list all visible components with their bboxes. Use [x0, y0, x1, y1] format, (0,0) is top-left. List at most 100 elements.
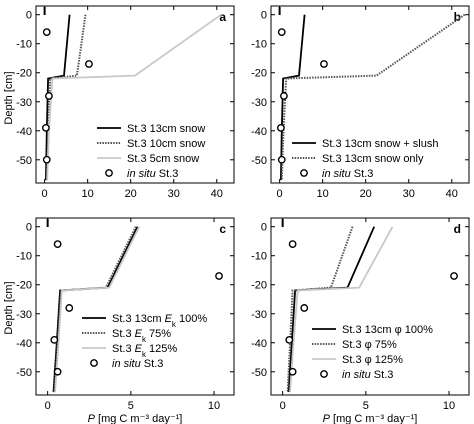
legend: St.3 13cm Ek 100%St.3 Ek 75%St.3 Ek 125%… — [82, 313, 207, 370]
y-tick-label: -40 — [251, 126, 267, 138]
panel-tag: b — [454, 10, 461, 24]
x-tick-label: 10 — [317, 188, 329, 200]
y-tick-label: -10 — [16, 251, 32, 263]
insitu-point — [45, 92, 53, 100]
x-tick-label: 0 — [42, 188, 48, 200]
y-tick-label: -20 — [16, 68, 32, 80]
legend: St.3 13cm snow St.3 10cm snow St.3 5cm sno… — [97, 123, 205, 180]
legend-marker — [300, 169, 308, 177]
panel-d: 0 -10 -20 -30 -40 -50 0 5 10 d P [mg C m⁻³ day⁻¹] S… — [251, 217, 470, 424]
x-tick-label: 30 — [168, 188, 180, 200]
x-tick-label: 5 — [128, 400, 134, 412]
y-tick-label: 0 — [261, 222, 267, 234]
insitu-point — [42, 123, 50, 132]
x-tick-label: 40 — [211, 188, 223, 200]
insitu-point — [285, 335, 294, 344]
y-axis-label-bottom: Depth [cm] — [3, 281, 15, 334]
series-line — [280, 13, 466, 181]
series-line — [46, 13, 222, 181]
insitu-point — [450, 272, 458, 280]
insitu-point — [42, 155, 51, 164]
insitu-point — [50, 335, 59, 344]
series-line — [286, 226, 354, 393]
x-tick-label: 10 — [208, 400, 220, 412]
legend-label: in situ St.3 — [342, 369, 393, 381]
legend-label: St.3 13cm snow only — [322, 153, 424, 165]
y-tick-label: -40 — [16, 338, 32, 350]
legend-label: St.3 10cm snow — [127, 138, 205, 150]
y-tick-label: -30 — [251, 309, 267, 321]
plot-frame — [35, 217, 235, 396]
series-line — [280, 14, 306, 181]
y-tick-label: -30 — [251, 97, 267, 109]
insitu-point — [320, 60, 328, 68]
insitu-point — [53, 240, 62, 249]
insitu-point — [85, 60, 93, 68]
insitu-point — [276, 123, 285, 132]
legend-label: St.3 13cm snow + slush — [322, 138, 438, 150]
legend-label: in situ St.3 — [127, 168, 178, 180]
panel-a: 0 -10 -20 -30 -40 -50 0 10 20 30 40 a St.3 13cm snow… — [16, 5, 235, 200]
legend-label: St.3 Ek 75% — [112, 328, 171, 344]
x-tick-label: 30 — [403, 188, 415, 200]
x-tick-label: 10 — [82, 188, 94, 200]
insitu-point — [215, 272, 223, 280]
legend-label: St.3 13cm snow — [127, 123, 205, 135]
x-tick-label: 0 — [277, 188, 283, 200]
legend-marker — [105, 169, 113, 177]
y-tick-label: -20 — [251, 68, 267, 80]
insitu-point — [42, 28, 51, 37]
y-tick-label: -50 — [251, 367, 267, 379]
panel-c: 0 -10 -20 -30 -40 -50 0 5 10 c P [mg C m⁻³ day⁻¹] S… — [16, 217, 235, 424]
legend-label: St.3 φ 75% — [342, 339, 397, 351]
y-tick-label: 0 — [26, 222, 32, 234]
plot-frame — [270, 5, 470, 184]
x-tick-label: 20 — [125, 188, 137, 200]
insitu-point — [277, 155, 286, 164]
plot-frame — [35, 5, 235, 184]
y-tick-label: -10 — [251, 39, 267, 51]
legend-label: St.3 13cm φ 100% — [342, 324, 433, 336]
legend-label: in situ St.3 — [112, 358, 163, 370]
insitu-point — [288, 240, 297, 249]
panel-b: 0 -10 -20 -30 -40 -50 0 10 20 30 40 b St.3 13cm snow… — [251, 5, 470, 200]
y-tick-label: 0 — [261, 10, 267, 22]
y-tick-label: -20 — [251, 280, 267, 292]
insitu-point — [300, 304, 309, 312]
panel-tag: a — [219, 10, 226, 24]
x-tick-label: 20 — [360, 188, 372, 200]
legend-label: St.3 Ek 125% — [112, 343, 177, 359]
y-tick-label: -10 — [16, 39, 32, 51]
legend: St.3 13cm φ 100% St.3 φ 75% St.3 φ 125% in … — [312, 324, 433, 381]
panel-tag: d — [454, 222, 461, 236]
plot-frame — [270, 217, 470, 396]
x-tick-label: 5 — [363, 400, 369, 412]
x-tick-label: 0 — [45, 400, 51, 412]
legend-label: St.3 5cm snow — [127, 153, 199, 165]
x-tick-label: 10 — [443, 400, 455, 412]
legend-marker — [320, 370, 328, 378]
y-tick-label: -20 — [16, 280, 32, 292]
y-tick-label: -10 — [251, 251, 267, 263]
series-line — [289, 226, 394, 393]
legend-label: in situ St.3 — [322, 168, 373, 180]
x-axis-label: P [mg C m⁻³ day⁻¹] — [323, 413, 418, 424]
insitu-point — [288, 367, 297, 376]
legend-label: St.3 φ 125% — [342, 354, 403, 366]
panel-tag: c — [219, 222, 226, 236]
x-tick-label: 40 — [446, 188, 458, 200]
insitu-point — [280, 92, 288, 100]
y-tick-label: -40 — [251, 338, 267, 350]
panels: 0 -10 -20 -30 -40 -50 0 10 20 30 40 a St.3 13cm snow… — [16, 5, 470, 424]
insitu-point — [65, 304, 74, 312]
series-line — [54, 226, 141, 393]
legend-marker — [90, 359, 98, 367]
series-line — [45, 14, 71, 181]
insitu-point — [277, 28, 286, 37]
insitu-point — [53, 367, 62, 376]
series-line — [45, 14, 87, 181]
y-tick-label: -50 — [251, 155, 267, 167]
y-tick-label: -30 — [16, 309, 32, 321]
y-tick-label: -30 — [16, 97, 32, 109]
